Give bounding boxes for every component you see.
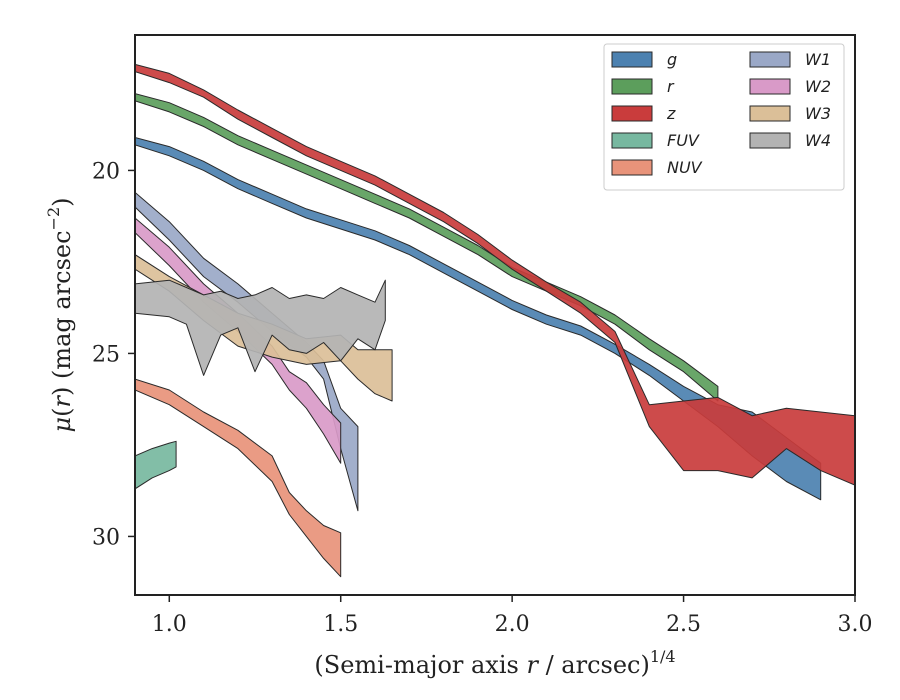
legend-label-g: g (667, 50, 677, 69)
legend: grz FUV NUV W1 W2 W3 W4 (603, 43, 845, 191)
y-axis-ticks: 20 25 30 (92, 159, 135, 550)
legend-label-w1: W1 (805, 50, 831, 69)
legend-label-w4: W4 (805, 131, 831, 150)
series-band-g (135, 137, 822, 501)
x-tick-label: 3.0 (838, 612, 873, 637)
series-band-w4 (135, 279, 386, 376)
y-axis-label: μ(r) (mag arcsec−2) (44, 197, 76, 432)
x-tick-label: 2.0 (495, 612, 530, 637)
legend-label-r: r (667, 77, 675, 96)
x-axis-label: (Semi-major axis r / arcsec)1/4 (314, 647, 675, 679)
legend-swatch-w3 (749, 105, 791, 122)
y-tick-label: 30 (92, 525, 120, 550)
legend-swatch-fuv (611, 132, 653, 149)
legend-label-w3: W3 (805, 104, 831, 123)
series-layer (135, 63, 855, 578)
series-band-nuv (135, 378, 342, 578)
x-tick-label: 1.5 (323, 612, 358, 637)
legend-swatch-z (611, 105, 653, 122)
x-tick-label: 2.5 (666, 612, 701, 637)
series-band-z (135, 63, 855, 486)
legend-label-nuv: NUV (667, 158, 703, 177)
y-tick-label: 20 (92, 159, 120, 184)
x-axis-ticks: 1.0 1.5 2.0 2.5 3.0 (152, 595, 873, 637)
legend-label-fuv: FUV (667, 131, 700, 150)
series-band-fuv (135, 440, 177, 490)
legend-swatch-g (611, 51, 653, 68)
legend-swatch-w4 (749, 132, 791, 149)
legend-swatch-w1 (749, 51, 791, 68)
y-tick-label: 25 (92, 342, 120, 367)
plot-frame (134, 34, 856, 596)
x-tick-label: 1.0 (152, 612, 187, 637)
legend-swatch-r (611, 78, 653, 95)
legend-label-z: z (666, 104, 676, 123)
legend-label-w2: W2 (805, 77, 831, 96)
legend-swatch-nuv (611, 159, 653, 176)
legend-swatch-w2 (749, 78, 791, 95)
